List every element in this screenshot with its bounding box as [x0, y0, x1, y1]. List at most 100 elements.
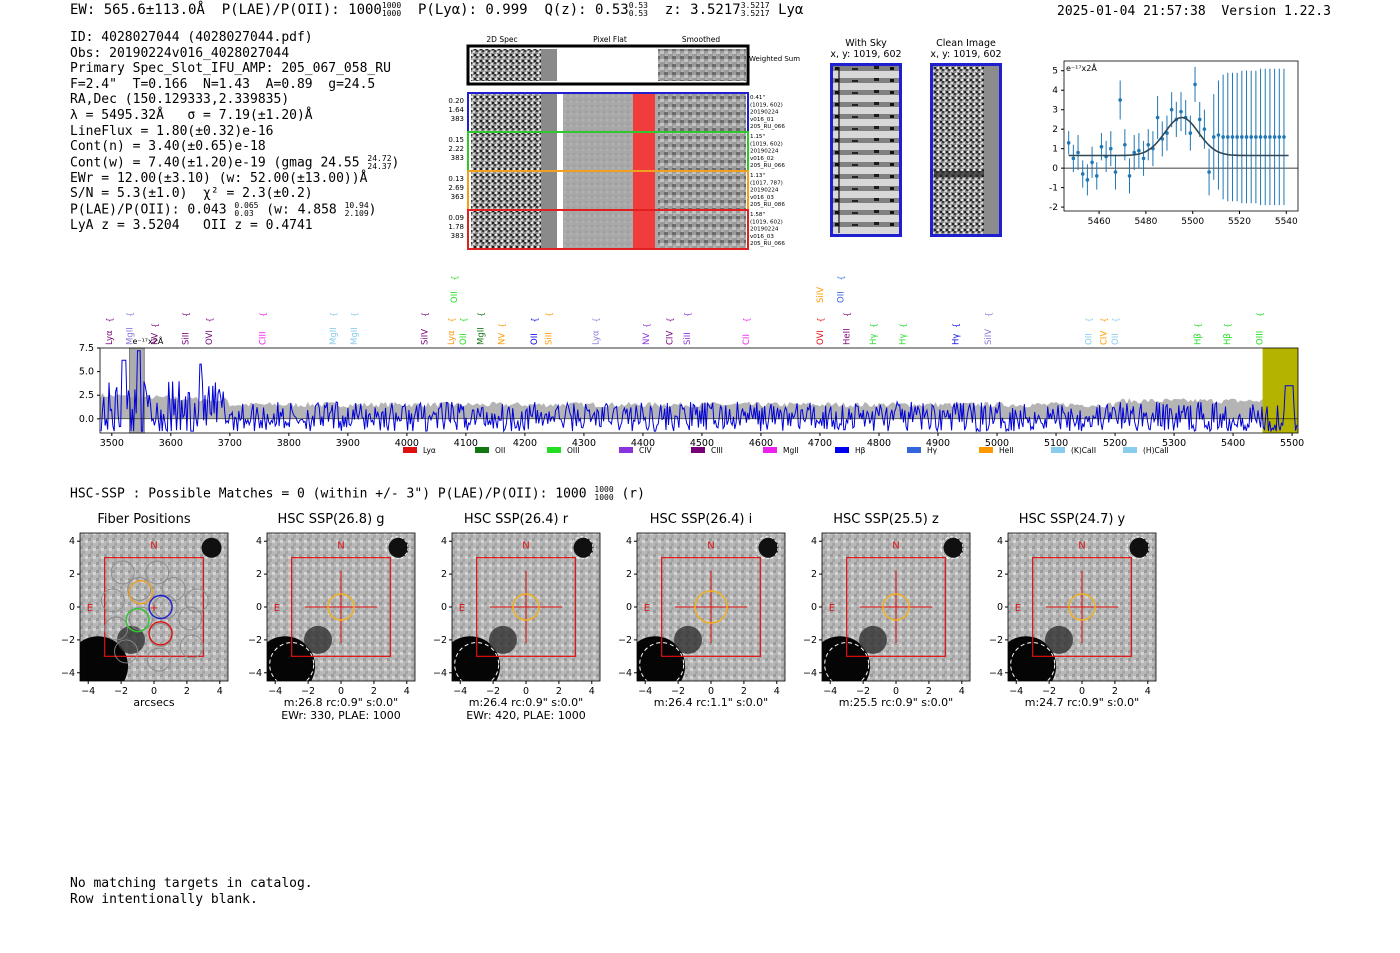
- fiber-row-meta: (1019, 602): [750, 141, 783, 147]
- svg-text:{: {: [683, 312, 692, 317]
- svg-text:{: {: [1111, 317, 1120, 322]
- spectrum-legend-item: (K)CaII: [1051, 446, 1096, 455]
- sky-coords: x, y: 1019, 602: [830, 49, 902, 60]
- info-params: F=2.4" T=0.166 N=1.43 A=0.89 g=24.5: [70, 76, 376, 92]
- fit-point: [1277, 68, 1282, 206]
- fiber-row-meta: 0.41": [750, 95, 765, 101]
- hsc-xtick-label: 0: [338, 686, 344, 697]
- fit-point: [1244, 70, 1249, 204]
- fiber-row-stat: 383: [451, 115, 464, 123]
- hsc-xtick-label: 4: [404, 686, 410, 697]
- hsc-xtick-label: 2: [371, 686, 377, 697]
- hsc-ytick-label: −4: [989, 668, 1003, 679]
- fiber-smoothed: [658, 211, 746, 248]
- info-plae: P(LAE)/P(OII): 0.043 0.065 0.03 (w: 4.858…: [70, 201, 377, 219]
- hsc-panel-caption: arcsecs: [56, 696, 252, 709]
- spectrum-line-marker: OII: [837, 291, 847, 303]
- fiber-row-meta: v016_03: [750, 234, 774, 240]
- fiber-row-meta: v016_03: [750, 195, 774, 201]
- spectrum-line-marker: NV: [497, 333, 507, 345]
- fit-point: [1090, 146, 1094, 178]
- spectrum-line-marker: Hγ: [869, 334, 879, 345]
- header-plae: P(LAE)/P(OII): 1000: [221, 2, 382, 18]
- hsc-panel: HSC SSP(25.5) z N E −4 −2 0 2 4 4 2 0 −2 −4 m:25.5 rc…: [798, 510, 974, 730]
- hsc-xtick-label: −4: [81, 686, 95, 697]
- svg-text:{: {: [742, 317, 751, 322]
- header-summary: EW: 565.6±113.0Å P(LAE)/P(OII): 1000 1000…: [70, 2, 803, 19]
- hsc-caption-line: m:25.5 rc:0.9" s:0.0": [838, 696, 954, 709]
- fit-point: [1216, 80, 1221, 190]
- fit-point: [1207, 148, 1211, 196]
- spectrum-line-marker: Hγ: [952, 334, 962, 345]
- hsc-panel: HSC SSP(26.4) r N E −4 −2 0 2 4 4 2 0 −2 −4 m:26.4 rc…: [428, 510, 604, 730]
- svg-text:{: {: [1084, 317, 1093, 322]
- hsc-xtick-label: 4: [589, 686, 595, 697]
- spectrum-xtick-label: 5100: [1044, 438, 1068, 449]
- spectrum-line-marker: OII: [1084, 333, 1094, 345]
- fiber-row-stat: 2.69: [448, 184, 464, 192]
- hsc-summary: HSC-SSP : Possible Matches = 0 (within +…: [70, 486, 645, 502]
- svg-text:(H)CaII: (H)CaII: [1143, 446, 1169, 455]
- hsc-target-circle: [1068, 593, 1096, 621]
- fiber-row-stat: 0.15: [448, 136, 464, 144]
- hsc-caption-line: m:26.4 rc:1.1" s:0.0": [653, 696, 769, 709]
- spectrum-error-band: [100, 392, 1298, 419]
- spectrum-line-marker: OII: [450, 291, 460, 303]
- hsc-ytick-label: −2: [803, 635, 817, 646]
- svg-text:OIII: OIII: [567, 446, 580, 455]
- svg-text:MgII: MgII: [783, 446, 799, 455]
- fiber-row-meta: 20190224: [750, 110, 779, 116]
- fiber-circle-orange: [128, 580, 154, 605]
- spectrum-unit-label: e⁻¹⁷x2Å: [132, 335, 163, 346]
- hsc-xtick-label: −2: [1042, 686, 1056, 697]
- hsc-caption-line: EWr: 420, PLAE: 1000: [466, 709, 586, 722]
- spectrum-line-marker: OVI: [816, 330, 826, 345]
- hsc-ytick-label: −2: [618, 635, 632, 646]
- spectrum-xtick-label: 3800: [277, 438, 301, 449]
- fiber-circle: [179, 634, 204, 659]
- hsc-xtick-label: −2: [301, 686, 315, 697]
- hsc-xtick-label: 0: [708, 686, 714, 697]
- spectrum-line-marker: SiII: [545, 332, 555, 345]
- hsc-panel: HSC SSP(26.8) g N E −4 −2 0 2 4 4 2 0 −2 −4 m:26.8 rc…: [243, 510, 419, 730]
- fiber-circle-blue: [148, 594, 173, 620]
- fiber-2dspec: [471, 211, 541, 248]
- svg-text:{: {: [450, 275, 459, 280]
- fit-point: [1066, 131, 1071, 155]
- hsc-panel-title: HSC SSP(26.4) r: [463, 512, 569, 527]
- spectrum-legend-item: MgII: [763, 446, 799, 455]
- svg-text:{: {: [497, 323, 506, 328]
- hsc-image: N E −4 −2 0 2 4 4 2 0 −2 −4: [989, 532, 1157, 697]
- svg-text:{: {: [150, 323, 159, 328]
- fit-point: [1137, 133, 1141, 169]
- fiber-row-stat: 1.64: [448, 106, 464, 114]
- compass-north: N: [1078, 541, 1085, 552]
- hsc-ytick-label: 2: [626, 569, 632, 580]
- hsc-aperture-box: [1032, 557, 1132, 657]
- spectrum-legend-item: OII: [475, 446, 505, 455]
- spectrum-xtick-label: 4000: [395, 438, 419, 449]
- full-spectrum-chart: e⁻¹⁷x2Å 3500 3600 3700 3800 3900 4000 4100 4200 4…: [79, 275, 1304, 455]
- sky-title: With Sky x, y: 1019, 602: [822, 38, 910, 60]
- svg-text:OII: OII: [495, 446, 505, 455]
- fiber-row-stat: 0.13: [448, 175, 464, 183]
- clean-coords: x, y: 1019, 602: [930, 49, 1002, 60]
- spectrum-line-marker: MgII: [126, 327, 136, 345]
- header-ew: EW: 565.6±113.0Å: [70, 2, 205, 18]
- spectrum-line-marker: Hβ: [1194, 333, 1204, 345]
- fit-ytick-label: 3: [1052, 106, 1058, 116]
- hsc-ytick-label: 0: [626, 602, 632, 613]
- hsc-ytick-label: −4: [803, 668, 817, 679]
- detection-info: ID: 4028027044 (4028027044.pdf) Obs: 2019…: [70, 30, 399, 234]
- hsc-xtick-label: −2: [856, 686, 870, 697]
- hsc-ytick-label: 2: [256, 569, 262, 580]
- fiber-row-stat: 2.22: [448, 145, 464, 153]
- hsc-xtick-label: 4: [217, 686, 223, 697]
- hsc-ytick-label: −4: [61, 668, 75, 679]
- hsc-image: N E −4 −2 0 2 4 4 2 0 −2 −4: [618, 532, 786, 697]
- spectrum-ytick-label: 2.5: [79, 390, 94, 401]
- fit-point: [1221, 74, 1225, 200]
- svg-text:+: +: [150, 603, 158, 614]
